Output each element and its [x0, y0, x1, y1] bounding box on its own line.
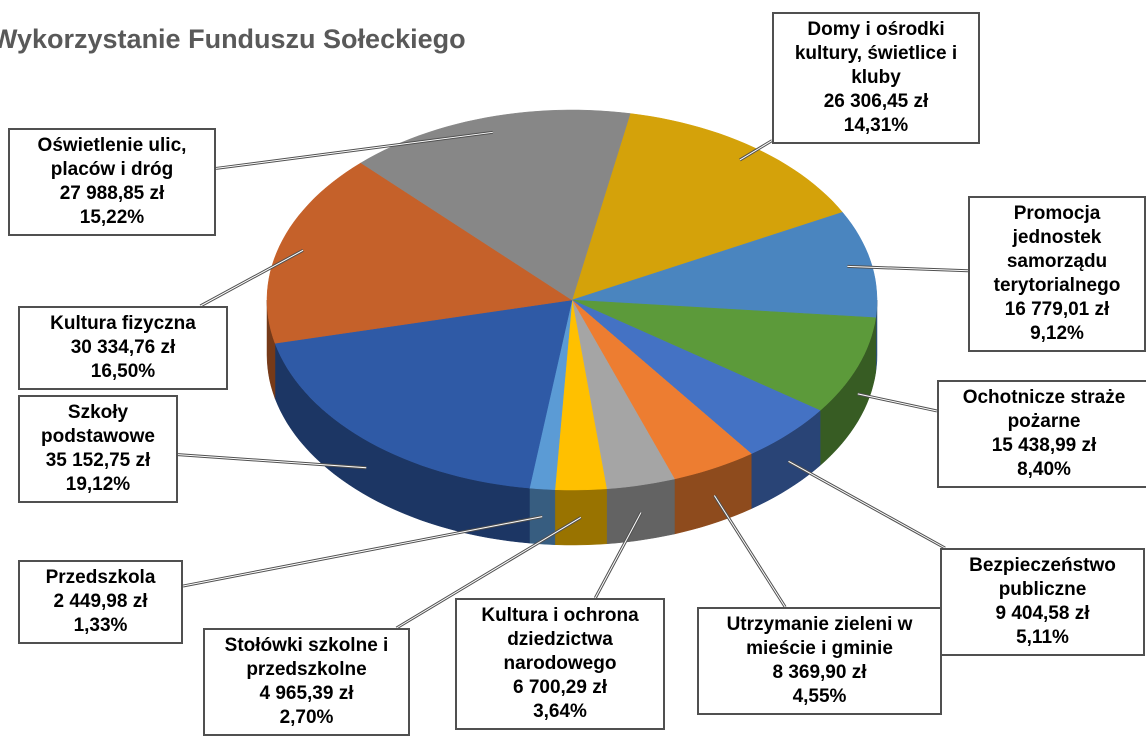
label-percent: 16,50% — [90, 361, 156, 382]
label-percent: 15,22% — [79, 207, 145, 228]
chart-title: Wykorzystanie Funduszu Sołeckiego — [0, 24, 466, 54]
label-name: Utrzymanie zieleni w mieście i gminie — [726, 614, 913, 659]
leader-line — [594, 512, 642, 599]
leader-line — [396, 516, 582, 629]
leader-line — [739, 140, 773, 161]
label-amount: 26 306,45 zł — [823, 91, 929, 112]
pie-slice — [274, 299, 573, 489]
data-label: Domy i ośrodki kultury, świetlice i klub… — [772, 12, 980, 144]
leader-line — [847, 265, 969, 272]
label-amount: 35 152,75 zł — [45, 450, 151, 471]
pie-side — [606, 478, 675, 545]
label-name: Kultura fizyczna — [50, 313, 196, 334]
pie-slice — [571, 299, 821, 454]
label-name: Bezpieczeństwo publiczne — [969, 555, 1116, 600]
leader-line — [177, 454, 367, 469]
label-percent: 9,12% — [1030, 323, 1084, 344]
label-percent: 5,11% — [1016, 627, 1069, 648]
leader-line — [788, 460, 946, 549]
label-percent: 3,64% — [533, 701, 587, 722]
data-label: Stołówki szkolne i przedszkolne 4 965,39 … — [203, 628, 410, 736]
label-name: Stołówki szkolne i przedszkolne — [224, 635, 389, 680]
leader-line — [713, 495, 786, 608]
label-percent: 8,40% — [1017, 459, 1071, 480]
label-amount: 30 334,76 zł — [70, 337, 176, 358]
label-name: Domy i ośrodki kultury, świetlice i klub… — [794, 19, 958, 88]
data-label: Oświetlenie ulic, placów i dróg 27 988,85… — [8, 128, 216, 236]
label-percent: 1,33% — [73, 615, 128, 636]
label-name: Kultura i ochrona dziedzictwa narodowego — [481, 605, 639, 674]
pie-slice — [266, 162, 573, 344]
label-name: Oświetlenie ulic, placów i dróg — [37, 135, 187, 180]
label-percent: 2,70% — [279, 707, 334, 728]
leader-line — [200, 249, 304, 307]
label-percent: 19,12% — [65, 474, 131, 495]
data-label: Szkoły podstawowe 35 152,75 zł 19,12% — [18, 395, 178, 503]
pie-slice — [571, 299, 675, 490]
label-amount: 27 988,85 zł — [59, 183, 165, 204]
data-label: Kultura fizyczna 30 334,76 zł 16,50% — [18, 306, 228, 390]
label-name: Przedszkola — [45, 567, 156, 588]
data-label: Utrzymanie zieleni w mieście i gminie 8 3… — [697, 607, 942, 715]
pie-slice — [571, 299, 876, 411]
label-name: Promocja jednostek samorządu terytorialn… — [993, 203, 1121, 296]
pie-side — [554, 488, 607, 546]
label-percent: 14,31% — [843, 115, 909, 136]
label-amount: 8 369,90 zł — [772, 662, 867, 683]
data-label: Promocja jednostek samorządu terytorialn… — [968, 196, 1146, 352]
data-label: Przedszkola 2 449,98 zł 1,33% — [18, 560, 183, 644]
leader-line — [182, 516, 543, 587]
label-amount: 2 449,98 zł — [53, 591, 148, 612]
pie-slice — [571, 299, 752, 480]
label-amount: 16 779,01 zł — [1004, 299, 1110, 320]
label-amount: 9 404,58 zł — [995, 603, 1090, 624]
leader-line — [857, 393, 938, 412]
leader-lines — [177, 130, 969, 630]
pie-slice — [571, 113, 843, 301]
label-amount: 4 965,39 zł — [259, 683, 354, 704]
label-name: Szkoły podstawowe — [40, 402, 155, 447]
data-label: Ochotnicze straże pożarne 15 438,99 zł 8,4… — [937, 380, 1146, 488]
label-name: Ochotnicze straże pożarne — [962, 387, 1126, 432]
data-label: Bezpieczeństwo publiczne 9 404,58 zł 5,11% — [940, 548, 1145, 656]
label-amount: 6 700,29 zł — [512, 677, 608, 698]
data-label: Kultura i ochrona dziedzictwa narodowego… — [455, 598, 665, 730]
leader-line — [215, 131, 493, 169]
pie-slice — [571, 212, 878, 318]
label-amount: 15 438,99 zł — [991, 435, 1097, 456]
label-percent: 4,55% — [792, 686, 847, 707]
